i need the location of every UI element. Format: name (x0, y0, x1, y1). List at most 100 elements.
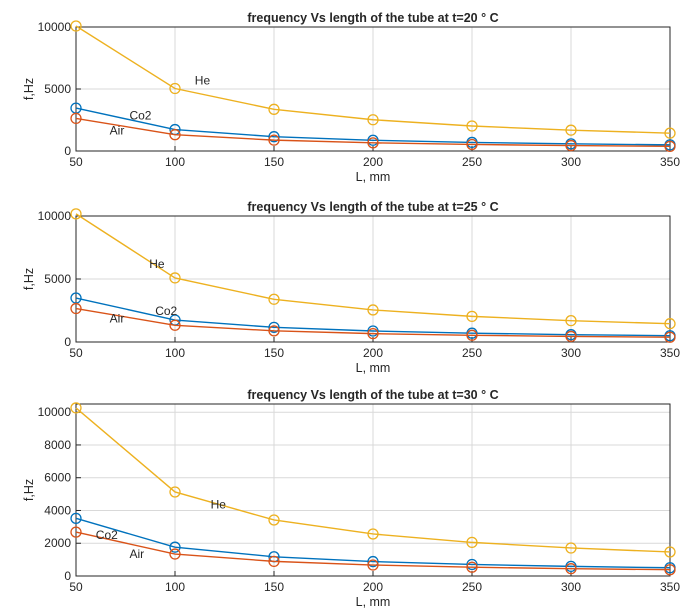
data-point-air (367, 327, 379, 340)
series-line-he (75, 213, 671, 325)
x-tick-label: 300 (561, 155, 581, 169)
x-tick-label: 100 (165, 155, 185, 169)
data-point-air (664, 140, 676, 152)
x-tick-label: 350 (660, 155, 680, 169)
data-point-air (565, 563, 577, 575)
y-tick-label: 8000 (44, 438, 71, 452)
data-point-he (664, 318, 676, 330)
series-line-he (75, 407, 671, 553)
x-tick-label: 50 (69, 155, 83, 169)
y-tick-label: 10000 (38, 20, 72, 34)
data-point-co2 (268, 131, 280, 143)
data-point-air (565, 330, 577, 343)
data-point-air (466, 561, 478, 573)
data-point-air (70, 302, 82, 315)
data-point-he (367, 304, 379, 316)
data-point-he (565, 542, 577, 554)
data-point-he (169, 486, 181, 498)
data-point-he (565, 124, 577, 136)
x-tick-label: 250 (462, 346, 482, 360)
series-line-air (75, 531, 671, 571)
data-point-co2 (466, 558, 478, 571)
annotation-air: Air (110, 312, 125, 326)
annotation-air: Air (110, 124, 125, 138)
annotation-co2: Co2 (155, 304, 177, 318)
data-point-co2 (268, 321, 280, 333)
y-tick-label: 4000 (44, 503, 71, 517)
data-point-air (268, 555, 280, 568)
x-tick-label: 350 (660, 580, 680, 594)
x-tick-label: 200 (363, 346, 383, 360)
annotation-he: He (211, 498, 227, 512)
data-point-air (268, 134, 280, 146)
y-tick-label: 5000 (44, 272, 71, 286)
data-point-co2 (367, 325, 379, 337)
data-point-air (466, 138, 478, 151)
data-point-he (268, 514, 280, 526)
data-point-co2 (169, 541, 181, 553)
annotation-co2: Co2 (129, 109, 151, 123)
x-tick-label: 250 (462, 155, 482, 169)
x-tick-label: 150 (264, 580, 284, 594)
x-tick-label: 100 (165, 580, 185, 594)
y-tick-label: 0 (64, 335, 71, 349)
data-point-co2 (367, 555, 379, 568)
data-point-air (169, 129, 181, 141)
y-axis-label: f,Hz (22, 479, 36, 501)
data-point-he (466, 120, 478, 132)
y-tick-label: 2000 (44, 536, 71, 550)
data-point-air (367, 559, 379, 571)
x-axis-label: L, mm (356, 170, 391, 184)
x-tick-label: 300 (561, 580, 581, 594)
data-point-he (70, 20, 82, 32)
x-tick-label: 150 (264, 155, 284, 169)
data-point-he (268, 293, 280, 305)
data-point-he (664, 127, 676, 139)
x-tick-label: 350 (660, 346, 680, 360)
annotation-he: He (195, 73, 211, 87)
y-tick-label: 0 (64, 569, 71, 583)
x-tick-label: 300 (561, 346, 581, 360)
data-point-he (565, 314, 577, 327)
y-tick-label: 5000 (44, 82, 71, 96)
x-axis-label: L, mm (356, 361, 391, 375)
series-line-air (75, 307, 671, 338)
data-point-he (268, 103, 280, 115)
x-tick-label: 200 (363, 155, 383, 169)
y-tick-label: 6000 (44, 471, 71, 485)
data-point-he (466, 310, 478, 323)
x-tick-label: 100 (165, 346, 185, 360)
data-point-he (169, 272, 181, 284)
x-tick-label: 50 (69, 346, 83, 360)
data-point-air (268, 325, 280, 337)
data-point-he (664, 546, 676, 558)
data-point-air (664, 331, 676, 343)
y-tick-label: 10000 (38, 405, 72, 419)
data-point-he (70, 402, 82, 414)
chart-title: frequency Vs length of the tube at t=30 … (247, 388, 498, 402)
chart-panel-3: 50 100 150 200 250 300 350 0 2000 4000 6000 8000 100… (22, 388, 680, 609)
chart-panel-1: 50 100 150 200 250 300 350 0 5000 10000 frequency … (22, 11, 680, 184)
data-point-air (70, 112, 82, 125)
data-point-he (367, 528, 379, 540)
y-axis-label: f,Hz (22, 268, 36, 290)
series-line-co2 (75, 517, 671, 569)
data-point-he (70, 208, 82, 220)
chart-title: frequency Vs length of the tube at t=25 … (247, 200, 498, 214)
series-line-air (75, 117, 671, 148)
x-tick-label: 150 (264, 346, 284, 360)
data-point-he (169, 82, 181, 95)
annotation-co2: Co2 (96, 528, 118, 542)
data-point-air (169, 319, 181, 331)
x-tick-label: 250 (462, 580, 482, 594)
y-axis-label: f,Hz (22, 78, 36, 100)
data-point-he (367, 114, 379, 126)
x-tick-label: 200 (363, 580, 383, 594)
data-point-air (565, 139, 577, 152)
x-axis-label: L, mm (356, 595, 391, 609)
data-point-air (169, 548, 181, 560)
data-point-co2 (70, 512, 82, 524)
data-point-air (70, 526, 82, 538)
chart-title: frequency Vs length of the tube at t=20 … (247, 11, 498, 25)
